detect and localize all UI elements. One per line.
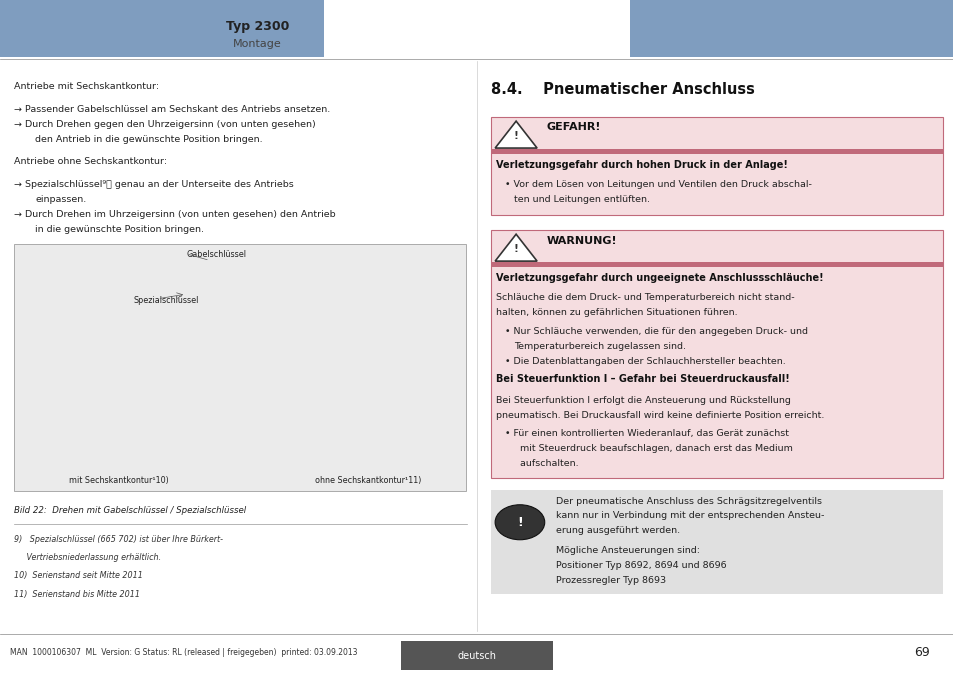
Text: 8.4.    Pneumatischer Anschluss: 8.4. Pneumatischer Anschluss [491, 82, 755, 97]
FancyBboxPatch shape [491, 230, 942, 478]
Text: Montage: Montage [233, 39, 282, 48]
Text: bürkert: bürkert [698, 20, 780, 39]
Text: • Die Datenblattangaben der Schlauchhersteller beachten.: • Die Datenblattangaben der Schlauchhers… [504, 357, 784, 365]
Text: ten und Leitungen entlüften.: ten und Leitungen entlüften. [514, 195, 650, 204]
Text: in die gewünschte Position bringen.: in die gewünschte Position bringen. [35, 225, 204, 234]
Text: Mögliche Ansteuerungen sind:: Mögliche Ansteuerungen sind: [556, 546, 700, 555]
FancyBboxPatch shape [14, 244, 465, 491]
Text: 11)  Serienstand bis Mitte 2011: 11) Serienstand bis Mitte 2011 [14, 590, 140, 598]
Text: Typ 2300: Typ 2300 [226, 20, 289, 34]
Text: Temperaturbereich zugelassen sind.: Temperaturbereich zugelassen sind. [514, 342, 685, 351]
Text: MAN  1000106307  ML  Version: G Status: RL (released | freigegeben)  printed: 03: MAN 1000106307 ML Version: G Status: RL … [10, 648, 356, 658]
Text: 69: 69 [913, 646, 929, 660]
Text: Gabelschlüssel: Gabelschlüssel [186, 250, 246, 259]
Polygon shape [495, 121, 537, 148]
Circle shape [495, 505, 544, 540]
Text: • Für einen kontrollierten Wiederanlauf, das Gerät zunächst: • Für einen kontrollierten Wiederanlauf,… [504, 429, 788, 438]
Text: halten, können zu gefährlichen Situationen führen.: halten, können zu gefährlichen Situation… [496, 308, 737, 317]
FancyBboxPatch shape [400, 641, 553, 670]
Text: Bei Steuerfunktion I erfolgt die Ansteuerung und Rückstellung: Bei Steuerfunktion I erfolgt die Ansteue… [496, 396, 790, 404]
Polygon shape [495, 234, 537, 261]
Text: Vertriebsniederlassung erhältlich.: Vertriebsniederlassung erhältlich. [14, 553, 161, 562]
Text: !: ! [513, 131, 518, 141]
Text: GEFAHR!: GEFAHR! [546, 122, 600, 133]
Text: 10)  Serienstand seit Mitte 2011: 10) Serienstand seit Mitte 2011 [14, 571, 143, 580]
Text: FLUID CONTROL SYSTEMS: FLUID CONTROL SYSTEMS [698, 46, 780, 51]
Text: erung ausgeführt werden.: erung ausgeführt werden. [556, 526, 679, 535]
Text: → Durch Drehen im Uhrzeigersinn (von unten gesehen) den Antrieb: → Durch Drehen im Uhrzeigersinn (von unt… [14, 210, 335, 219]
Text: kann nur in Verbindung mit der entsprechenden Ansteu-: kann nur in Verbindung mit der entsprech… [556, 511, 823, 520]
Text: → Passender Gabelschlüssel am Sechskant des Antriebs ansetzen.: → Passender Gabelschlüssel am Sechskant … [14, 105, 330, 114]
FancyBboxPatch shape [491, 149, 942, 154]
Text: ohne Sechskantkontur¹11): ohne Sechskantkontur¹11) [314, 476, 421, 485]
Text: Schläuche die dem Druck- und Temperaturbereich nicht stand-: Schläuche die dem Druck- und Temperaturb… [496, 293, 794, 302]
Text: mit Steuerdruck beaufschlagen, danach erst das Medium: mit Steuerdruck beaufschlagen, danach er… [514, 444, 792, 453]
Text: Spezialschlüssel: Spezialschlüssel [133, 296, 199, 305]
Text: Prozessregler Typ 8693: Prozessregler Typ 8693 [556, 576, 665, 585]
Text: einpassen.: einpassen. [35, 195, 87, 204]
Text: Der pneumatische Anschluss des Schrägsitzregelventils: Der pneumatische Anschluss des Schrägsit… [556, 497, 821, 505]
Text: aufschalten.: aufschalten. [514, 459, 578, 468]
Text: • Nur Schläuche verwenden, die für den angegeben Druck- und: • Nur Schläuche verwenden, die für den a… [504, 327, 807, 336]
Text: !: ! [513, 244, 518, 254]
Text: den Antrieb in die gewünschte Position bringen.: den Antrieb in die gewünschte Position b… [35, 135, 263, 143]
Text: WARNUNG!: WARNUNG! [546, 236, 617, 246]
FancyBboxPatch shape [0, 0, 324, 57]
FancyBboxPatch shape [629, 0, 953, 57]
Text: !: ! [517, 516, 522, 529]
Text: Bei Steuerfunktion I – Gefahr bei Steuerdruckausfall!: Bei Steuerfunktion I – Gefahr bei Steuer… [496, 374, 789, 384]
Text: → Spezialschlüssel⁹⧉ genau an der Unterseite des Antriebs: → Spezialschlüssel⁹⧉ genau an der Unters… [14, 180, 294, 189]
Text: 9)   Spezialschlüssel (665 702) ist über Ihre Bürkert-: 9) Spezialschlüssel (665 702) ist über I… [14, 535, 223, 544]
Text: Antriebe ohne Sechskantkontur:: Antriebe ohne Sechskantkontur: [14, 157, 168, 166]
FancyBboxPatch shape [491, 117, 942, 215]
Text: pneumatisch. Bei Druckausfall wird keine definierte Position erreicht.: pneumatisch. Bei Druckausfall wird keine… [496, 411, 823, 419]
Text: • Vor dem Lösen von Leitungen und Ventilen den Druck abschal-: • Vor dem Lösen von Leitungen und Ventil… [504, 180, 811, 189]
Text: deutsch: deutsch [457, 651, 496, 660]
FancyBboxPatch shape [491, 490, 942, 594]
Text: mit Sechskantkontur¹10): mit Sechskantkontur¹10) [69, 476, 169, 485]
Text: Antriebe mit Sechskantkontur:: Antriebe mit Sechskantkontur: [14, 82, 159, 91]
FancyBboxPatch shape [491, 262, 942, 267]
Text: → Durch Drehen gegen den Uhrzeigersinn (von unten gesehen): → Durch Drehen gegen den Uhrzeigersinn (… [14, 120, 315, 129]
Text: Verletzungsgefahr durch ungeeignete Anschlussschläuche!: Verletzungsgefahr durch ungeeignete Ansc… [496, 273, 822, 283]
Text: Verletzungsgefahr durch hohen Druck in der Anlage!: Verletzungsgefahr durch hohen Druck in d… [496, 160, 787, 170]
Text: Positioner Typ 8692, 8694 und 8696: Positioner Typ 8692, 8694 und 8696 [556, 561, 726, 570]
Text: Bild 22:  Drehen mit Gabelschlüssel / Spezialschlüssel: Bild 22: Drehen mit Gabelschlüssel / Spe… [14, 506, 246, 515]
